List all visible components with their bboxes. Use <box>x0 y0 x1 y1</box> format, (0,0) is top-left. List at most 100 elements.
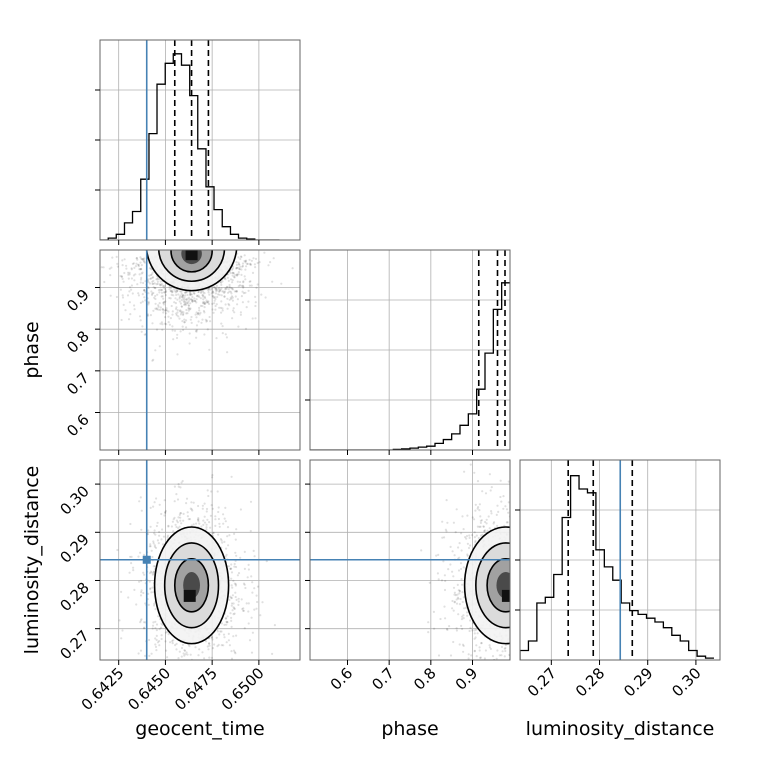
hist-panel-luminosity_distance <box>520 460 720 660</box>
scatter-point <box>168 288 171 291</box>
scatter-point <box>458 589 461 592</box>
scatter-point <box>229 286 232 289</box>
scatter-point <box>232 635 235 638</box>
scatter-point <box>247 289 250 292</box>
scatter-point <box>556 681 558 683</box>
scatter-point <box>512 652 514 654</box>
scatter-point <box>548 539 550 541</box>
scatter-point <box>166 656 169 659</box>
scatter-point <box>512 629 514 631</box>
scatter-point <box>528 542 530 544</box>
scatter-point <box>218 290 221 293</box>
scatter-point <box>239 243 241 245</box>
scatter-point <box>211 507 214 510</box>
scatter-point <box>511 645 513 647</box>
scatter-point <box>518 603 520 605</box>
scatter-point <box>181 295 184 298</box>
scatter-point <box>523 580 525 582</box>
scatter-point <box>484 649 487 652</box>
scatter-point <box>239 508 242 511</box>
scatter-point <box>254 317 257 320</box>
scatter-point <box>462 650 465 653</box>
scatter-point <box>156 521 159 524</box>
scatter-point <box>88 283 90 285</box>
scatter-point <box>582 587 584 589</box>
scatter-point <box>213 286 216 289</box>
scatter-point <box>147 286 150 290</box>
scatter-point <box>496 649 499 652</box>
scatter-point <box>175 642 178 646</box>
scatter-point <box>123 271 126 275</box>
scatter-point <box>256 600 259 604</box>
scatter-point <box>141 300 144 303</box>
scatter-point <box>510 626 512 628</box>
scatter-point <box>517 566 519 568</box>
scatter-point <box>197 290 200 293</box>
scatter-point <box>160 512 163 516</box>
scatter-point <box>564 549 566 551</box>
scatter-point <box>206 288 209 291</box>
scatter-point <box>175 290 178 293</box>
scatter-point <box>223 291 226 294</box>
scatter-point <box>181 325 184 328</box>
scatter-point <box>541 620 543 622</box>
scatter-point <box>223 244 225 246</box>
scatter-point <box>240 598 243 601</box>
scatter-point <box>224 303 227 306</box>
scatter-point <box>189 298 192 301</box>
scatter-point <box>231 296 234 299</box>
scatter-point <box>150 273 153 276</box>
scatter-point <box>510 559 512 561</box>
scatter-point <box>192 523 195 526</box>
scatter-point <box>166 536 169 539</box>
scatter-point <box>203 515 206 518</box>
scatter-point <box>555 649 557 651</box>
scatter-point <box>524 585 526 587</box>
scatter-point <box>160 295 163 298</box>
scatter-point <box>521 514 523 516</box>
scatter-point <box>543 515 545 517</box>
scatter-point <box>477 506 480 509</box>
scatter-point <box>547 634 549 636</box>
scatter-point <box>502 507 505 510</box>
scatter-point <box>515 524 517 526</box>
scatter-point <box>523 574 525 576</box>
scatter-point <box>495 716 497 718</box>
scatter-point <box>229 612 232 615</box>
scatter-point <box>188 298 191 301</box>
scatter-point <box>235 267 238 270</box>
scatter-point <box>572 642 574 644</box>
scatter-point <box>218 522 221 525</box>
scatter-point <box>545 556 547 558</box>
scatter-point <box>228 304 231 307</box>
scatter-point <box>163 287 166 290</box>
scatter-point <box>234 583 237 586</box>
scatter-point <box>174 291 177 294</box>
scatter-point <box>165 307 168 310</box>
scatter-point <box>235 290 238 293</box>
scatter-point <box>518 582 520 584</box>
scatter-point <box>190 315 193 319</box>
scatter-point <box>139 649 143 652</box>
scatter-point <box>544 549 546 551</box>
scatter-point <box>209 288 212 291</box>
scatter-point <box>133 304 136 307</box>
scatter-point <box>510 588 512 590</box>
scatter-point <box>183 291 187 294</box>
scatter-point <box>537 600 539 602</box>
scatter-point <box>177 483 180 486</box>
scatter-point <box>532 592 534 594</box>
scatter-point <box>521 569 523 571</box>
scatter-point <box>459 562 463 565</box>
scatter-point <box>155 629 158 632</box>
scatter-point <box>462 644 465 648</box>
scatter-point <box>232 272 236 275</box>
x-axis-label-phase: phase <box>381 718 438 740</box>
scatter-point <box>193 706 195 708</box>
scatter-point <box>526 539 528 541</box>
scatter-point <box>237 273 240 276</box>
scatter-point <box>156 539 159 542</box>
scatter-point <box>512 604 514 606</box>
scatter-point <box>151 627 154 630</box>
scatter-point <box>455 508 458 511</box>
